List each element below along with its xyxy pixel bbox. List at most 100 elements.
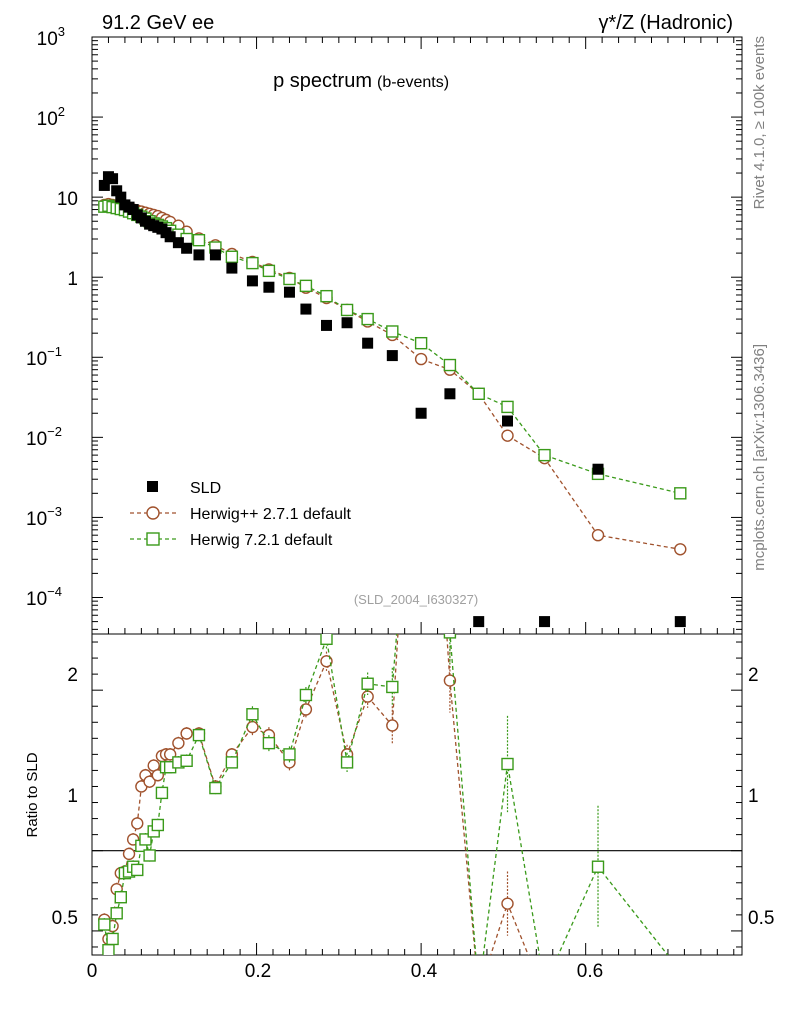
top-series-line — [104, 203, 681, 550]
ratio-y-tick-0-5: 0.5 — [52, 908, 78, 929]
top-point-sld — [246, 275, 258, 287]
top-point-herwig7 — [674, 487, 687, 500]
top-point-sld — [539, 616, 551, 628]
ratio-point-herwig7 — [192, 728, 206, 742]
top-point-herwig7 — [340, 303, 354, 317]
y-tick-1e3: 103 — [37, 24, 65, 50]
top-point-sld — [592, 463, 604, 475]
ratio-point-herwig7 — [143, 849, 156, 862]
legend-label-sld: SLD — [190, 480, 221, 497]
top-point-herwig7 — [283, 272, 296, 286]
ratio-point-herwig7 — [340, 756, 354, 769]
ratio-point-herwig7 — [262, 736, 276, 750]
ratio-point-herwig7 — [386, 680, 399, 694]
mcplots-label: mcplots.cern.ch [arXiv:1306.3436] — [751, 344, 768, 571]
y-tick-1e-2: 10−2 — [26, 424, 62, 450]
top-point-sld — [193, 249, 205, 261]
top-point-sld — [283, 286, 295, 298]
x-tick-0-6: 0.6 — [577, 961, 603, 982]
top-point-sld — [98, 179, 110, 191]
ratio-point-herwig7 — [209, 781, 222, 795]
ratio-y-axis-label: Ratio to SLD — [24, 752, 41, 837]
top-point-herwig7 — [414, 336, 428, 350]
top-point-sld — [473, 616, 485, 628]
header-left-label: 91.2 GeV ee — [102, 12, 214, 34]
top-point-sld — [115, 191, 127, 203]
ratio-point-herwigpp — [593, 982, 604, 993]
x-tick-0-4: 0.4 — [411, 961, 438, 982]
top-point-herwig7 — [501, 400, 514, 414]
y-tick-1e-4: 10−4 — [26, 584, 62, 610]
ratio-panel-frame — [91, 633, 743, 956]
ratio-series-line — [103, 634, 669, 955]
top-point-herwig7 — [225, 250, 239, 263]
top-point-herwig7 — [361, 312, 374, 326]
ratio-point-herwigpp — [180, 727, 193, 740]
ratio-point-herwig7 — [591, 860, 605, 873]
ratio-point-herwigpp — [416, 251, 427, 262]
top-point-sld — [341, 317, 353, 329]
top-point-herwig7 — [246, 256, 259, 270]
top-point-sld — [444, 388, 456, 400]
chart-marks — [91, 36, 743, 1009]
top-point-herwig7 — [320, 289, 333, 303]
ratio-point-herwig7 — [106, 932, 119, 946]
chart-subtitle: (b-events) — [377, 74, 449, 91]
top-point-sld — [226, 262, 238, 274]
top-point-herwigpp — [674, 543, 687, 556]
ratio-point-herwig7 — [139, 833, 152, 846]
legend-marker-herwigpp — [146, 506, 160, 520]
top-point-sld — [111, 185, 123, 197]
ratio-point-herwig7 — [225, 756, 239, 769]
top-point-sld — [362, 337, 374, 349]
top-point-sld — [415, 407, 427, 419]
ratio-point-herwigpp — [443, 674, 457, 687]
y-tick-10: 10 — [57, 189, 78, 210]
analysis-id-label: (SLD_2004_I630327) — [354, 592, 478, 607]
ratio-y-tick-2: 2 — [67, 665, 78, 686]
top-point-herwigpp — [501, 429, 514, 442]
ratio-point-herwigpp — [473, 986, 484, 997]
y-tick-1: 1 — [67, 269, 78, 290]
top-point-sld — [674, 616, 686, 628]
top-point-sld — [386, 350, 398, 362]
legend-marker-sld — [147, 481, 158, 492]
ratio-point-herwigpp — [122, 847, 136, 861]
ratio-point-herwigpp — [539, 990, 550, 1001]
ratio-y-tick-right-1: 1 — [748, 786, 759, 807]
ratio-point-herwig7 — [361, 677, 374, 690]
top-point-herwig7 — [299, 279, 313, 293]
legend-label-herwigpp: Herwig++ 2.7.1 default — [190, 506, 352, 523]
ratio-point-herwig7 — [98, 918, 111, 931]
top-point-herwig7 — [262, 264, 276, 278]
ratio-point-herwig7 — [473, 986, 484, 997]
ratio-point-herwig7 — [539, 980, 550, 991]
ratio-point-herwig7 — [151, 818, 165, 832]
top-point-sld — [209, 249, 221, 261]
ratio-y-tick-1: 1 — [67, 786, 78, 807]
ratio-point-herwig7 — [501, 757, 514, 771]
top-point-herwig7 — [472, 387, 485, 400]
ratio-point-herwigpp — [675, 998, 686, 1009]
top-point-sld — [107, 173, 119, 185]
ratio-point-herwig7 — [114, 891, 127, 904]
top-y-tick-labels: 103 102 10 1 10−1 10−2 10−3 10−4 — [26, 24, 78, 610]
ratio-point-herwig7 — [246, 708, 259, 721]
top-point-sld — [181, 242, 193, 254]
ratio-point-herwig7 — [299, 688, 313, 702]
ratio-point-herwigpp — [501, 897, 514, 910]
x-tick-labels: 0 0.2 0.4 0.6 — [87, 961, 604, 982]
legend-label-herwig7: Herwig 7.2.1 default — [190, 532, 333, 549]
ratio-y-tick-right-2: 2 — [748, 665, 759, 686]
ratio-point-herwig7 — [131, 863, 144, 877]
top-point-herwig7 — [443, 358, 457, 372]
ratio-point-herwigpp — [131, 817, 144, 830]
ratio-point-herwig7 — [102, 943, 115, 955]
ratio-point-herwigpp — [172, 736, 185, 750]
top-point-herwigpp — [414, 352, 428, 366]
top-point-sld — [502, 415, 514, 427]
rivet-version-label: Rivet 4.1.0, ≥ 100k events — [751, 36, 768, 209]
top-point-herwig7 — [538, 448, 551, 462]
ratio-point-herwigpp — [386, 719, 399, 732]
